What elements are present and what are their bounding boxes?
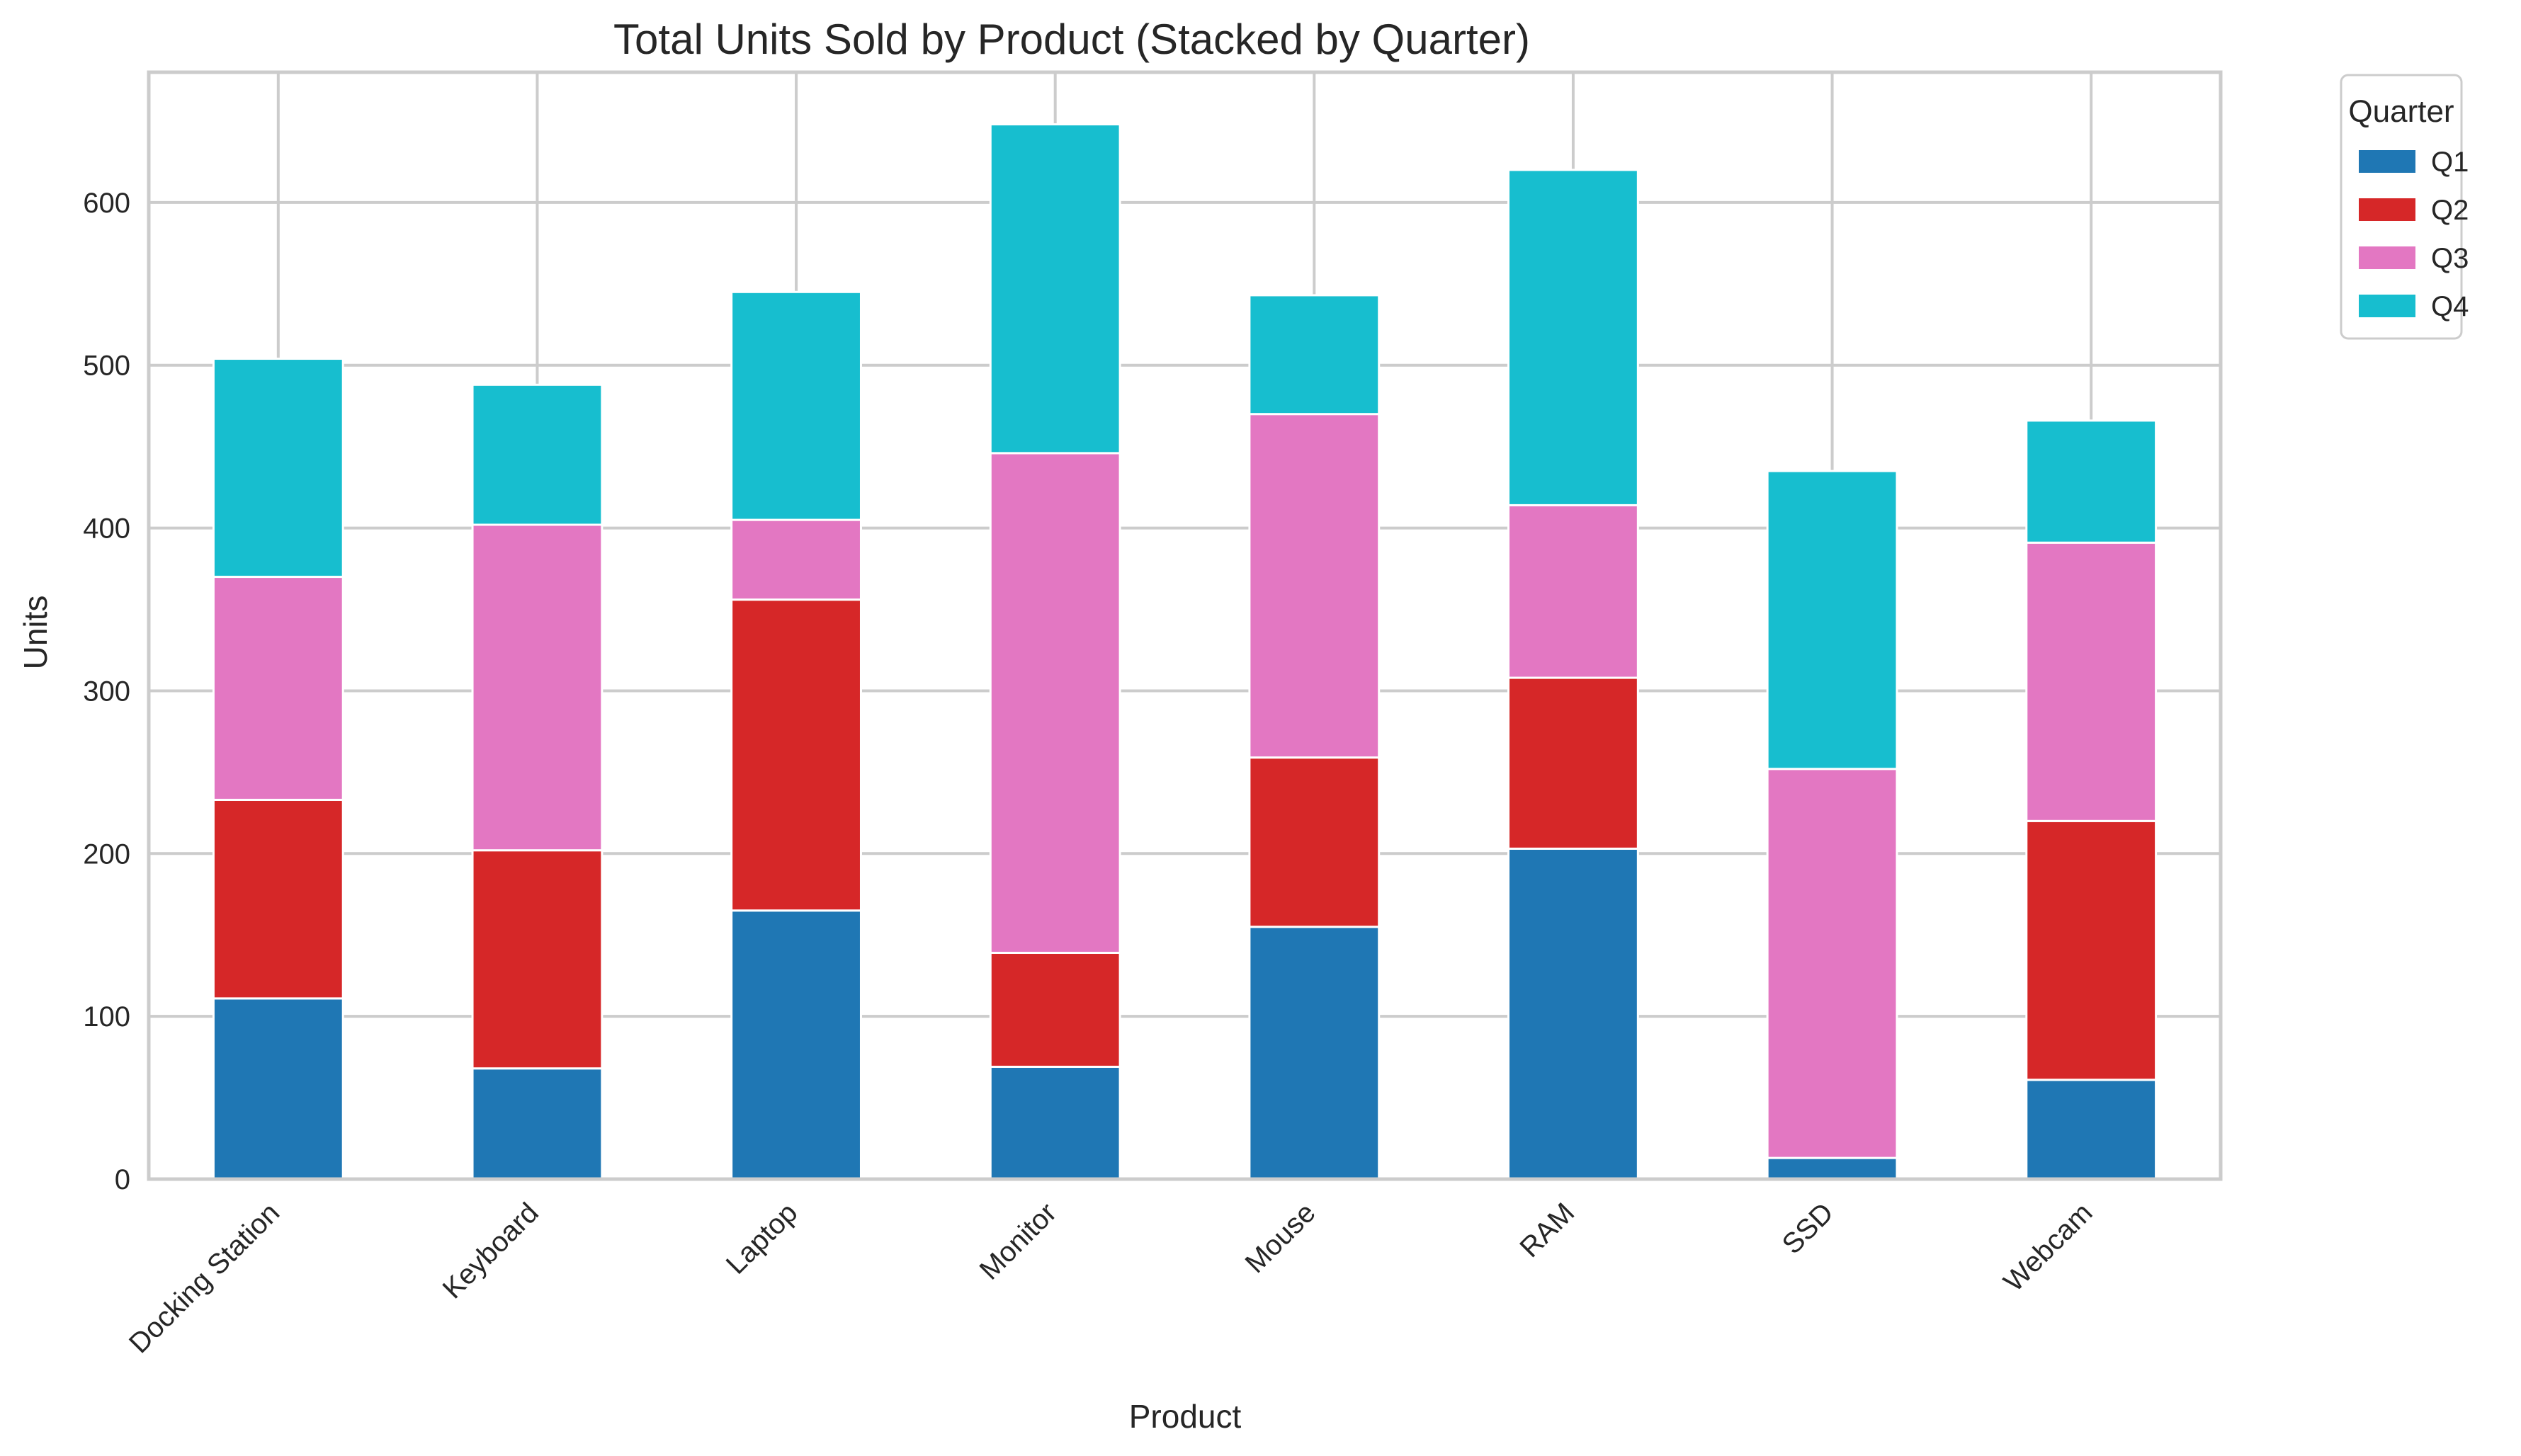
- y-axis-ticks: 0 100 200 300 400 500 600: [83, 188, 130, 1195]
- bar-q2-webcam: [2025, 819, 2158, 1081]
- bar-q2-laptop: [730, 598, 862, 912]
- bar-q3-monitor: [989, 452, 1121, 955]
- y-tick-label: 400: [83, 513, 130, 545]
- bar-q1-ssd: [1766, 1156, 1898, 1181]
- x-tick-label: SSD: [1777, 1197, 1840, 1260]
- bar-q2-monitor: [989, 952, 1121, 1068]
- x-tick-label: Mouse: [1240, 1197, 1322, 1279]
- y-tick-label: 500: [83, 351, 130, 382]
- bar-q4-ssd: [1766, 470, 1898, 770]
- bar-q3-ram: [1507, 504, 1639, 679]
- bar-q4-monitor: [989, 123, 1121, 455]
- bar-q4-webcam: [2025, 419, 2158, 544]
- bar-q3-docking-station: [212, 576, 344, 801]
- bar-q3-mouse: [1248, 413, 1381, 759]
- x-tick-label: RAM: [1514, 1197, 1580, 1263]
- x-tick-label: Monitor: [974, 1197, 1063, 1285]
- bar-q3-ssd: [1766, 768, 1898, 1159]
- bar-q1-keyboard: [471, 1067, 604, 1181]
- bar-q1-ram: [1507, 847, 1639, 1181]
- x-tick-label: Docking Station: [123, 1197, 285, 1359]
- legend-label: Q2: [2431, 195, 2469, 226]
- chart-title: Total Units Sold by Product (Stacked by …: [613, 16, 1530, 63]
- y-axis-label: Units: [17, 596, 54, 670]
- plot-frame: [147, 70, 2223, 1181]
- x-tick-label: Webcam: [1998, 1197, 2098, 1297]
- x-axis-label: Product: [1129, 1398, 1242, 1435]
- legend-swatch-q2: [2359, 198, 2415, 221]
- y-tick-label: 200: [83, 838, 130, 870]
- bar-q4-mouse: [1248, 294, 1381, 416]
- legend-label: Q1: [2431, 147, 2469, 178]
- legend-swatch-q4: [2359, 295, 2415, 317]
- bar-q4-keyboard: [471, 383, 604, 526]
- bar-q1-laptop: [730, 909, 862, 1181]
- bar-q4-ram: [1507, 169, 1639, 506]
- legend: Quarter Q1 Q2 Q3 Q4: [2340, 74, 2469, 340]
- bar-q4-docking-station: [212, 358, 344, 579]
- bar-q1-docking-station: [212, 997, 344, 1181]
- y-tick-label: 300: [83, 676, 130, 707]
- bar-q2-mouse: [1248, 756, 1381, 928]
- bar-q3-webcam: [2025, 541, 2158, 822]
- legend-label: Q4: [2431, 291, 2469, 322]
- bar-q1-mouse: [1248, 926, 1381, 1181]
- y-tick-label: 0: [115, 1164, 130, 1195]
- bar-q2-docking-station: [212, 798, 344, 1000]
- bar-q1-webcam: [2025, 1079, 2158, 1181]
- bar-q3-keyboard: [471, 523, 604, 852]
- y-tick-label: 100: [83, 1001, 130, 1033]
- bar-q3-laptop: [730, 518, 862, 601]
- bar-q2-keyboard: [471, 849, 604, 1070]
- bar-q4-laptop: [730, 290, 862, 521]
- bars: [212, 123, 2158, 1181]
- legend-items: Q1 Q2 Q3 Q4: [2359, 147, 2469, 322]
- legend-title: Quarter: [2348, 94, 2454, 129]
- gridlines: [149, 72, 2221, 1181]
- x-tick-label: Laptop: [720, 1197, 804, 1280]
- bar-q2-ram: [1507, 676, 1639, 850]
- legend-swatch-q3: [2359, 246, 2415, 269]
- x-tick-label: Keyboard: [437, 1197, 545, 1304]
- legend-swatch-q1: [2359, 150, 2415, 173]
- legend-label: Q3: [2431, 243, 2469, 274]
- bar-q1-monitor: [989, 1065, 1121, 1181]
- y-tick-label: 600: [83, 188, 130, 219]
- x-axis-ticks: Docking Station Keyboard Laptop Monitor Mous…: [123, 1197, 2099, 1359]
